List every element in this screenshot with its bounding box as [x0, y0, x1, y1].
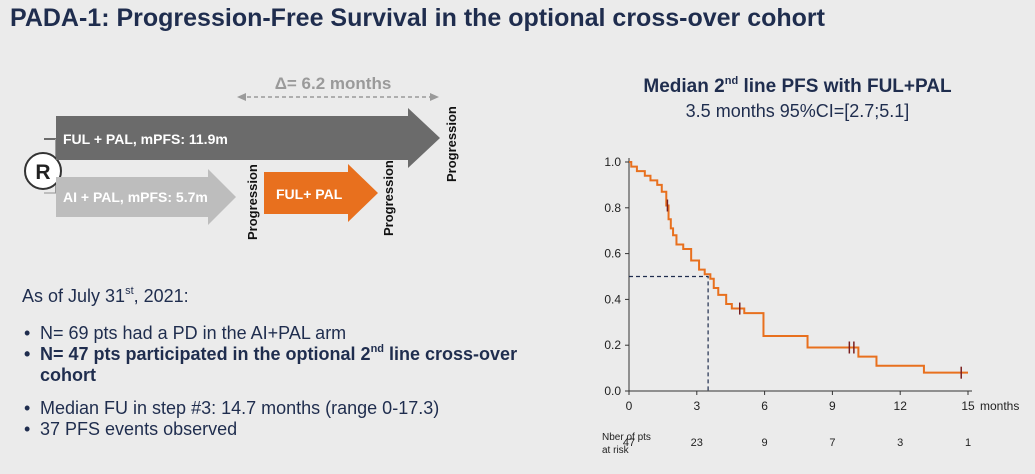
randomization-circle — [24, 152, 62, 190]
y-tick-label: 0.0 — [604, 384, 621, 398]
y-tick-label: 0.4 — [604, 292, 621, 306]
survival-curve — [629, 161, 968, 374]
at-risk-value: 7 — [829, 437, 835, 449]
list-item: N= 47 pts participated in the optional 2… — [22, 344, 542, 386]
progression-label: Progression — [245, 164, 260, 240]
delta-bracket-left-head — [237, 93, 246, 101]
notes-list: N= 69 pts had a PD in the AI+PAL arm N= … — [22, 323, 542, 440]
km-header-median: 3.5 months 95%CI=[2.7;5.1] — [685, 101, 910, 121]
as-of-date: As of July 31st, 2021: — [22, 285, 189, 307]
km-chart: 0.0 0.2 0.4 0.6 0.8 1.0 0 3 6 9 12 15 months Nber of … — [602, 155, 1019, 456]
bottom-arm-arrow — [56, 169, 236, 225]
notes-panel: As of July 31st, 2021: N= 69 pts had a P… — [22, 285, 542, 441]
x-axis-unit-label: months — [980, 399, 1019, 413]
x-tick-label: 15 — [961, 399, 975, 413]
x-tick-label: 3 — [693, 399, 700, 413]
randomization-label: R — [35, 161, 50, 184]
x-tick-label: 12 — [894, 399, 908, 413]
y-tick-label: 0.8 — [604, 201, 621, 215]
top-arm-label: FUL + PAL, mPFS: 11.9m — [63, 131, 228, 147]
list-item: 37 PFS events observed — [22, 419, 542, 440]
y-tick-label: 0.6 — [604, 247, 621, 261]
study-schema: Δ= 6.2 months R FUL + PAL, mPFS: 11.9m A… — [24, 74, 459, 240]
y-tick-label: 1.0 — [604, 155, 621, 169]
delta-label: Δ= 6.2 months — [275, 74, 392, 93]
progression-label: Progression — [444, 106, 459, 182]
progression-label: Progression — [381, 160, 396, 236]
at-risk-value: 23 — [691, 437, 703, 449]
bottom-arm-label: AI + PAL, mPFS: 5.7m — [63, 189, 208, 205]
at-risk-label: Nber of pts — [602, 432, 651, 443]
slide-title: PADA-1: Progression-Free Survival in the… — [10, 4, 825, 32]
x-tick-label: 6 — [761, 399, 768, 413]
y-tick-label: 0.2 — [604, 338, 621, 352]
delta-bracket-right-head — [430, 93, 439, 101]
list-item: Median FU in step #3: 14.7 months (range… — [22, 398, 542, 419]
top-arm-arrow — [56, 108, 440, 168]
at-risk-value: 1 — [965, 437, 971, 449]
x-tick-label: 0 — [626, 399, 633, 413]
km-header-title: Median 2nd line PFS with FUL+PAL — [643, 74, 952, 97]
crossover-arrow — [264, 164, 378, 222]
crossover-label: FUL+ PAL — [276, 186, 343, 202]
at-risk-value: 3 — [897, 437, 903, 449]
at-risk-value: 47 — [623, 437, 635, 449]
median-guide-line — [629, 275, 709, 391]
at-risk-value: 9 — [762, 437, 768, 449]
list-item: N= 69 pts had a PD in the AI+PAL arm — [22, 323, 542, 344]
x-tick-label: 9 — [829, 399, 836, 413]
km-header: Median 2nd line PFS with FUL+PAL 3.5 mon… — [570, 74, 1025, 122]
at-risk-label: at risk — [602, 445, 630, 456]
